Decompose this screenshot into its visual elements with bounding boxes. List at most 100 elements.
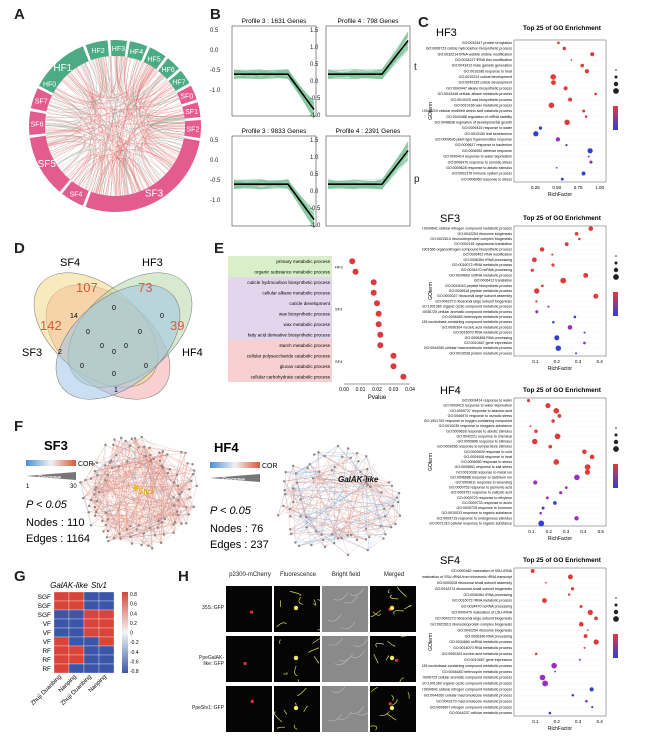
network-edge	[95, 440, 126, 516]
network-node	[310, 543, 313, 547]
go-dot	[551, 662, 557, 669]
heatmap-cell	[53, 645, 70, 656]
profile-plot: Profile 3 : 9833 Genes	[231, 128, 317, 229]
network-node	[177, 513, 180, 517]
network-edge	[285, 464, 310, 495]
go-dot	[539, 247, 545, 252]
legend-degree-label: Degree	[222, 477, 245, 484]
network-node	[318, 470, 321, 473]
go-term: GO:0042335 cuticle development	[459, 81, 512, 85]
network-node	[172, 523, 175, 526]
profile-gene-line	[233, 71, 315, 109]
go-term: GO:0009414 response to water deprivation	[443, 155, 512, 159]
go-dot	[534, 288, 540, 294]
profile-tick: -0.5	[310, 96, 321, 102]
go-term-label: glucan catabolic process	[280, 364, 331, 369]
network-node	[106, 518, 110, 521]
network-node	[368, 535, 371, 539]
chord-ribbon	[117, 56, 124, 92]
heatmap-cell	[83, 600, 100, 611]
go-term-label: cuticle hydrocarbon biosynthetic process	[247, 280, 330, 285]
go-plot-name: SF4	[440, 555, 460, 567]
go-x-tick: 1.00	[595, 185, 604, 190]
network-node	[112, 537, 116, 540]
go-term: GO:0000028 ribosomal small subunit assem…	[437, 581, 513, 585]
profile-tick: 1.5	[310, 28, 319, 34]
network-edge	[309, 464, 392, 528]
go-dot	[550, 74, 556, 80]
network-node	[283, 480, 286, 483]
go-term: GO:0009723 response to ethylene	[457, 496, 512, 500]
go-term: GO:0009628 response to abiotic stimulus	[446, 166, 512, 170]
chord-label: SF7	[35, 99, 48, 106]
network-edge	[114, 439, 151, 456]
go-term: GO:0043412 male gamete generation	[452, 64, 512, 68]
go-term: GO:0006412 translation	[474, 279, 512, 283]
go-term: GO:0010166 wax metabolic process	[454, 103, 512, 107]
go-term: GO:0016070 RNA metabolic process	[453, 331, 512, 335]
go-term: GO:0002376 immune system process	[452, 172, 513, 176]
network-edge	[347, 539, 367, 555]
chord-arc-hf3	[110, 40, 127, 57]
go-dot	[547, 305, 550, 308]
network-node	[382, 537, 385, 540]
network-edge	[127, 461, 162, 467]
network-edge	[334, 466, 390, 483]
go-x-tick: 0.50	[552, 185, 561, 190]
network-edge	[277, 456, 343, 516]
network-node	[311, 477, 315, 480]
network-node	[384, 533, 387, 536]
go-x-label: RichFactor	[548, 366, 573, 372]
network-node	[112, 443, 115, 446]
network-node	[149, 453, 152, 457]
network-node	[330, 469, 334, 472]
go-dot	[585, 699, 588, 703]
network-edge	[85, 480, 120, 535]
bubble-point	[370, 279, 377, 286]
go-dot	[540, 284, 544, 288]
network-node	[289, 515, 292, 518]
network-node	[110, 459, 113, 463]
go-color-legend	[613, 292, 618, 316]
go-plot-title: Top 25 of GO Enrichment	[523, 387, 602, 394]
network-edge	[365, 528, 370, 538]
chord-ribbon	[53, 87, 174, 160]
network-edge	[107, 514, 189, 520]
network-edge	[149, 447, 153, 549]
profile-mean-line	[234, 73, 315, 111]
go-size-legend	[613, 616, 619, 622]
go-term: GO:0009751 response to salicylic acid	[451, 491, 512, 495]
go-term-band	[228, 319, 332, 330]
network-edge	[141, 511, 178, 546]
network-edge	[290, 516, 326, 548]
go-term-label: cellular polysaccharide catabolic proces…	[247, 354, 331, 359]
go-term: GO:0006396 RNA processing	[465, 336, 512, 340]
go-term: GO:0009414 response to water	[462, 399, 513, 403]
go-dot	[552, 320, 555, 324]
network-edge	[157, 452, 186, 528]
chord-ribbon	[142, 81, 174, 106]
heatmap-cell	[83, 618, 100, 629]
network-node	[306, 466, 309, 470]
network-edge	[99, 465, 162, 493]
network-node	[397, 491, 401, 495]
go-dot	[545, 581, 547, 584]
heatmap-cell	[53, 609, 70, 620]
go-dot	[587, 609, 593, 616]
network-node	[304, 515, 308, 519]
network-node	[152, 457, 155, 461]
network-edge	[333, 466, 335, 544]
go-size-legend	[614, 433, 618, 437]
chord-ribbon	[45, 122, 136, 194]
colorbar-tick: -0.4	[130, 650, 139, 656]
microscopy-col-label: Bright field	[331, 572, 361, 578]
network-edge	[176, 474, 182, 524]
venn-count-sf4: 107	[76, 280, 98, 295]
chord-ribbon	[62, 79, 185, 131]
network-edge	[90, 499, 153, 549]
network-edge	[105, 497, 174, 513]
chord-ribbon	[142, 84, 172, 171]
go-term: GO:0010150 leaf senescence	[464, 132, 512, 136]
chord-ribbon	[48, 104, 150, 188]
network-edge	[145, 455, 192, 481]
